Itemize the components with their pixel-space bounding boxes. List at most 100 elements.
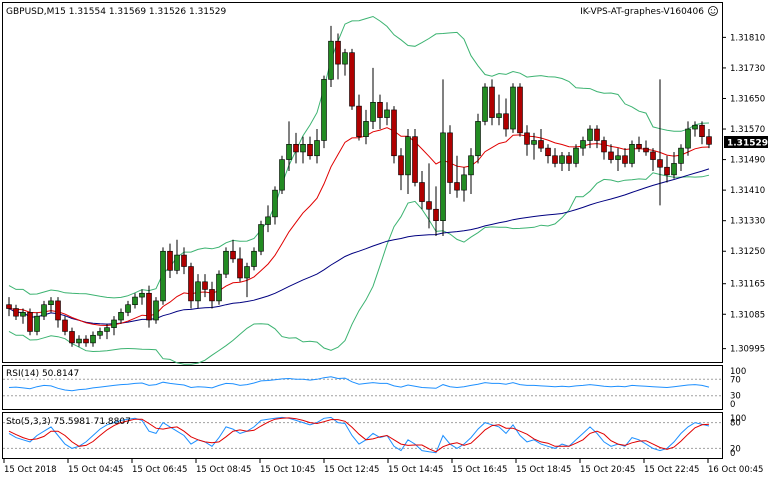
candle[interactable] — [237, 247, 243, 282]
candle[interactable] — [636, 136, 642, 152]
candle[interactable] — [601, 136, 607, 160]
candle[interactable] — [300, 136, 306, 164]
candle[interactable] — [272, 186, 278, 225]
rsi-panel[interactable] — [2, 365, 723, 410]
candle[interactable] — [76, 335, 82, 347]
candle[interactable] — [307, 136, 313, 160]
candle[interactable] — [482, 83, 488, 126]
candle[interactable] — [251, 247, 257, 271]
candle[interactable] — [111, 316, 117, 336]
candle[interactable] — [678, 144, 684, 172]
candle[interactable] — [244, 262, 250, 298]
candle[interactable] — [83, 335, 89, 347]
candle[interactable] — [125, 300, 131, 317]
candle[interactable] — [664, 155, 670, 183]
candle[interactable] — [258, 220, 264, 256]
candle[interactable] — [468, 148, 474, 194]
candle[interactable] — [398, 148, 404, 191]
candle[interactable] — [419, 171, 425, 210]
main-price-panel[interactable] — [2, 2, 723, 363]
candle[interactable] — [580, 136, 586, 156]
candle[interactable] — [377, 94, 383, 130]
candle[interactable] — [489, 79, 495, 126]
candle[interactable] — [160, 247, 166, 305]
candle[interactable] — [167, 243, 173, 278]
candle[interactable] — [181, 247, 187, 275]
candle[interactable] — [188, 262, 194, 309]
candle[interactable] — [629, 140, 635, 168]
candle[interactable] — [342, 48, 348, 76]
candle[interactable] — [48, 297, 54, 313]
candle[interactable] — [650, 148, 656, 172]
candle[interactable] — [440, 79, 446, 236]
candle[interactable] — [153, 297, 159, 324]
candle[interactable] — [6, 297, 12, 317]
candle[interactable] — [97, 327, 103, 340]
candle[interactable] — [69, 327, 75, 347]
candle[interactable] — [27, 308, 33, 336]
candle[interactable] — [692, 121, 698, 137]
candle[interactable] — [594, 125, 600, 149]
candle[interactable] — [608, 144, 614, 164]
candle[interactable] — [20, 308, 26, 324]
candle[interactable] — [146, 285, 152, 328]
candle[interactable] — [475, 113, 481, 164]
candle[interactable] — [209, 281, 215, 309]
candle[interactable] — [517, 83, 523, 137]
candle[interactable] — [34, 312, 40, 336]
candle[interactable] — [552, 148, 558, 168]
candle[interactable] — [559, 151, 565, 172]
candle[interactable] — [62, 316, 68, 336]
candle[interactable] — [699, 121, 705, 145]
candle[interactable] — [524, 125, 530, 156]
candle[interactable] — [447, 125, 453, 194]
candle[interactable] — [55, 297, 61, 328]
candle[interactable] — [391, 106, 397, 164]
candle[interactable] — [363, 109, 369, 145]
candle[interactable] — [454, 155, 460, 198]
candle[interactable] — [412, 129, 418, 187]
candle[interactable] — [314, 129, 320, 164]
candle[interactable] — [545, 144, 551, 164]
candle[interactable] — [566, 151, 572, 172]
candle[interactable] — [328, 25, 334, 88]
candle[interactable] — [426, 163, 432, 229]
candle[interactable] — [671, 151, 677, 179]
candle[interactable] — [643, 140, 649, 156]
candle[interactable] — [202, 274, 208, 298]
candle[interactable] — [321, 75, 327, 149]
candle[interactable] — [118, 308, 124, 324]
candle[interactable] — [356, 94, 362, 141]
candlesticks[interactable] — [6, 25, 712, 347]
candle[interactable] — [587, 125, 593, 149]
candle[interactable] — [405, 129, 411, 194]
candle[interactable] — [622, 148, 628, 168]
candle[interactable] — [461, 167, 467, 202]
candle[interactable] — [293, 132, 299, 164]
candle[interactable] — [384, 102, 390, 126]
candle[interactable] — [615, 148, 621, 172]
candle[interactable] — [41, 300, 47, 320]
candle[interactable] — [531, 132, 537, 160]
candle[interactable] — [174, 239, 180, 275]
candle[interactable] — [230, 239, 236, 263]
candle[interactable] — [496, 94, 502, 126]
candle[interactable] — [195, 274, 201, 309]
candle[interactable] — [265, 205, 271, 233]
candle[interactable] — [90, 331, 96, 347]
candle[interactable] — [13, 304, 19, 320]
candle[interactable] — [335, 33, 341, 80]
candle[interactable] — [139, 289, 145, 305]
candle[interactable] — [104, 323, 110, 340]
candle[interactable] — [510, 83, 516, 133]
candle[interactable] — [286, 121, 292, 172]
candle[interactable] — [706, 129, 712, 149]
candle[interactable] — [685, 121, 691, 156]
candle[interactable] — [216, 270, 222, 305]
candle[interactable] — [433, 186, 439, 236]
candle[interactable] — [657, 79, 663, 206]
candle[interactable] — [538, 129, 544, 152]
candle[interactable] — [349, 48, 355, 110]
candle[interactable] — [503, 98, 509, 137]
